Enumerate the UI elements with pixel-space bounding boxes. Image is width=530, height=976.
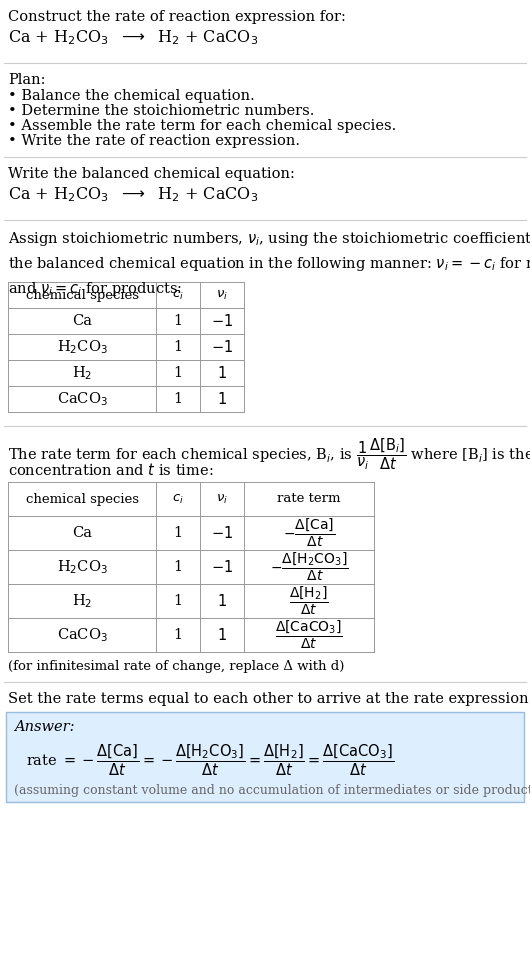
Text: $-1$: $-1$ bbox=[211, 525, 233, 541]
Text: • Determine the stoichiometric numbers.: • Determine the stoichiometric numbers. bbox=[8, 104, 314, 118]
Text: $-1$: $-1$ bbox=[211, 339, 233, 355]
Text: • Write the rate of reaction expression.: • Write the rate of reaction expression. bbox=[8, 134, 300, 148]
Text: Ca + H$_2$CO$_3$  $\longrightarrow$  H$_2$ + CaCO$_3$: Ca + H$_2$CO$_3$ $\longrightarrow$ H$_2$… bbox=[8, 185, 258, 204]
Text: $\dfrac{\Delta[\mathrm{H_2}]}{\Delta t}$: $\dfrac{\Delta[\mathrm{H_2}]}{\Delta t}$ bbox=[289, 585, 329, 617]
Text: 1: 1 bbox=[173, 628, 182, 642]
Text: $1$: $1$ bbox=[217, 593, 227, 609]
Text: H$_2$: H$_2$ bbox=[72, 592, 92, 610]
Text: concentration and $t$ is time:: concentration and $t$ is time: bbox=[8, 462, 214, 478]
Text: $-\dfrac{\Delta[\mathrm{Ca}]}{\Delta t}$: $-\dfrac{\Delta[\mathrm{Ca}]}{\Delta t}$ bbox=[283, 517, 335, 549]
Text: Assign stoichiometric numbers, $\nu_i$, using the stoichiometric coefficients, $: Assign stoichiometric numbers, $\nu_i$, … bbox=[8, 230, 530, 299]
Text: CaCO$_3$: CaCO$_3$ bbox=[57, 390, 108, 408]
Text: Ca: Ca bbox=[72, 314, 92, 328]
Text: Plan:: Plan: bbox=[8, 73, 46, 87]
Text: $1$: $1$ bbox=[217, 391, 227, 407]
Text: $-1$: $-1$ bbox=[211, 313, 233, 329]
Text: (assuming constant volume and no accumulation of intermediates or side products): (assuming constant volume and no accumul… bbox=[14, 784, 530, 797]
Text: Write the balanced chemical equation:: Write the balanced chemical equation: bbox=[8, 167, 295, 181]
Text: chemical species: chemical species bbox=[25, 493, 138, 506]
Text: $-\dfrac{\Delta[\mathrm{H_2CO_3}]}{\Delta t}$: $-\dfrac{\Delta[\mathrm{H_2CO_3}]}{\Delt… bbox=[270, 550, 348, 584]
Text: 1: 1 bbox=[173, 392, 182, 406]
Text: • Assemble the rate term for each chemical species.: • Assemble the rate term for each chemic… bbox=[8, 119, 396, 133]
Text: H$_2$CO$_3$: H$_2$CO$_3$ bbox=[57, 558, 108, 576]
Text: rate $= -\dfrac{\Delta[\mathrm{Ca}]}{\Delta t} = -\dfrac{\Delta[\mathrm{H_2CO_3}: rate $= -\dfrac{\Delta[\mathrm{Ca}]}{\De… bbox=[26, 742, 394, 778]
Text: $\nu_i$: $\nu_i$ bbox=[216, 289, 228, 302]
Text: H$_2$: H$_2$ bbox=[72, 364, 92, 382]
Text: $\nu_i$: $\nu_i$ bbox=[216, 493, 228, 506]
Text: • Balance the chemical equation.: • Balance the chemical equation. bbox=[8, 89, 255, 103]
Text: H$_2$CO$_3$: H$_2$CO$_3$ bbox=[57, 338, 108, 356]
Text: chemical species: chemical species bbox=[25, 289, 138, 302]
Text: Set the rate terms equal to each other to arrive at the rate expression:: Set the rate terms equal to each other t… bbox=[8, 692, 530, 706]
Text: $1$: $1$ bbox=[217, 365, 227, 381]
Text: Answer:: Answer: bbox=[14, 720, 75, 734]
FancyBboxPatch shape bbox=[6, 712, 524, 802]
Text: The rate term for each chemical species, B$_i$, is $\dfrac{1}{\nu_i}\dfrac{\Delt: The rate term for each chemical species,… bbox=[8, 436, 530, 471]
Text: $c_i$: $c_i$ bbox=[172, 493, 184, 506]
Text: (for infinitesimal rate of change, replace Δ with d): (for infinitesimal rate of change, repla… bbox=[8, 660, 344, 673]
Text: $-1$: $-1$ bbox=[211, 559, 233, 575]
Text: Ca: Ca bbox=[72, 526, 92, 540]
Text: Ca + H$_2$CO$_3$  $\longrightarrow$  H$_2$ + CaCO$_3$: Ca + H$_2$CO$_3$ $\longrightarrow$ H$_2$… bbox=[8, 28, 258, 47]
Text: 1: 1 bbox=[173, 366, 182, 380]
Text: 1: 1 bbox=[173, 340, 182, 354]
Text: 1: 1 bbox=[173, 526, 182, 540]
Text: $\dfrac{\Delta[\mathrm{CaCO_3}]}{\Delta t}$: $\dfrac{\Delta[\mathrm{CaCO_3}]}{\Delta … bbox=[275, 619, 343, 651]
Text: $c_i$: $c_i$ bbox=[172, 289, 184, 302]
Text: 1: 1 bbox=[173, 594, 182, 608]
Text: rate term: rate term bbox=[277, 493, 341, 506]
Text: CaCO$_3$: CaCO$_3$ bbox=[57, 627, 108, 644]
Text: 1: 1 bbox=[173, 314, 182, 328]
Text: $1$: $1$ bbox=[217, 627, 227, 643]
Text: 1: 1 bbox=[173, 560, 182, 574]
Text: Construct the rate of reaction expression for:: Construct the rate of reaction expressio… bbox=[8, 10, 346, 24]
